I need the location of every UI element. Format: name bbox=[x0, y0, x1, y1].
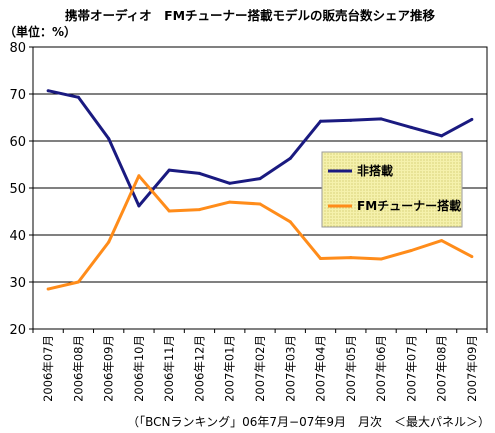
data-point bbox=[379, 117, 383, 121]
x-tick-label: 2007年03月 bbox=[283, 335, 297, 402]
x-tick-label: 2006年10月 bbox=[132, 335, 146, 402]
source-note: （「BCNランキング」06年7月−07年9月 月次 ＜最大パネル＞） bbox=[127, 415, 490, 429]
data-point bbox=[137, 174, 141, 178]
data-point bbox=[107, 137, 111, 141]
data-point bbox=[409, 125, 413, 129]
data-point bbox=[228, 200, 232, 204]
x-tick-label: 2006年12月 bbox=[192, 335, 206, 402]
data-point bbox=[197, 171, 201, 175]
series-lines bbox=[46, 89, 474, 291]
x-tick-label: 2006年09月 bbox=[102, 335, 116, 402]
legend-label-series-2: FMチューナー搭載 bbox=[357, 198, 461, 213]
unit-label: （単位：%） bbox=[4, 24, 76, 39]
data-point bbox=[470, 117, 474, 121]
x-axis-ticks: 2006年07月 2006年08月 2006年09月 2006年10月 2006年11月… bbox=[32, 329, 488, 402]
data-point bbox=[440, 134, 444, 138]
data-point bbox=[46, 89, 50, 93]
y-tick-label: 70 bbox=[9, 88, 26, 103]
x-tick-label: 2007年01月 bbox=[223, 335, 237, 402]
x-tick-label: 2006年07月 bbox=[41, 335, 55, 402]
data-point bbox=[258, 202, 262, 206]
data-point bbox=[319, 257, 323, 260]
data-point bbox=[76, 95, 80, 99]
y-tick-label: 80 bbox=[9, 41, 26, 56]
y-tick-label: 50 bbox=[9, 182, 26, 197]
data-point bbox=[258, 177, 262, 181]
y-tick-label: 60 bbox=[9, 135, 26, 150]
data-point bbox=[470, 255, 474, 259]
chart-title: 携帯オーディオ FMチューナー搭載モデルの販売台数シェア推移 bbox=[65, 8, 436, 23]
data-point bbox=[228, 181, 232, 185]
legend-label-series-1: 非搭載 bbox=[357, 163, 393, 178]
data-point bbox=[76, 280, 80, 284]
data-point bbox=[349, 256, 353, 260]
data-point bbox=[440, 239, 444, 243]
data-point bbox=[349, 118, 353, 122]
data-point bbox=[379, 257, 383, 261]
legend-box bbox=[321, 151, 463, 228]
data-point bbox=[409, 249, 413, 253]
y-tick-label: 40 bbox=[9, 229, 26, 244]
x-tick-label: 2007年04月 bbox=[314, 335, 328, 402]
data-point bbox=[137, 204, 141, 208]
y-axis-ticks: 20 30 40 50 60 70 80 bbox=[9, 41, 33, 338]
legend: 非搭載 FMチューナー搭載 bbox=[321, 151, 463, 228]
y-tick-label: 30 bbox=[9, 276, 26, 291]
data-point bbox=[167, 209, 171, 213]
data-point bbox=[46, 287, 50, 291]
x-tick-label: 2007年08月 bbox=[435, 335, 449, 402]
data-point bbox=[107, 240, 111, 244]
x-tick-label: 2006年08月 bbox=[71, 335, 85, 402]
x-tick-label: 2007年05月 bbox=[344, 335, 358, 402]
x-tick-label: 2007年09月 bbox=[465, 335, 479, 402]
x-tick-label: 2007年06月 bbox=[374, 335, 388, 402]
gridlines bbox=[33, 93, 487, 283]
x-tick-label: 2006年11月 bbox=[162, 335, 176, 402]
x-tick-label: 2007年02月 bbox=[253, 335, 267, 402]
data-point bbox=[288, 220, 292, 224]
data-point bbox=[167, 168, 171, 172]
data-point bbox=[197, 208, 201, 212]
data-point bbox=[319, 119, 323, 123]
y-tick-label: 20 bbox=[9, 323, 26, 338]
x-tick-label: 2007年07月 bbox=[404, 335, 418, 402]
data-point bbox=[288, 156, 292, 160]
